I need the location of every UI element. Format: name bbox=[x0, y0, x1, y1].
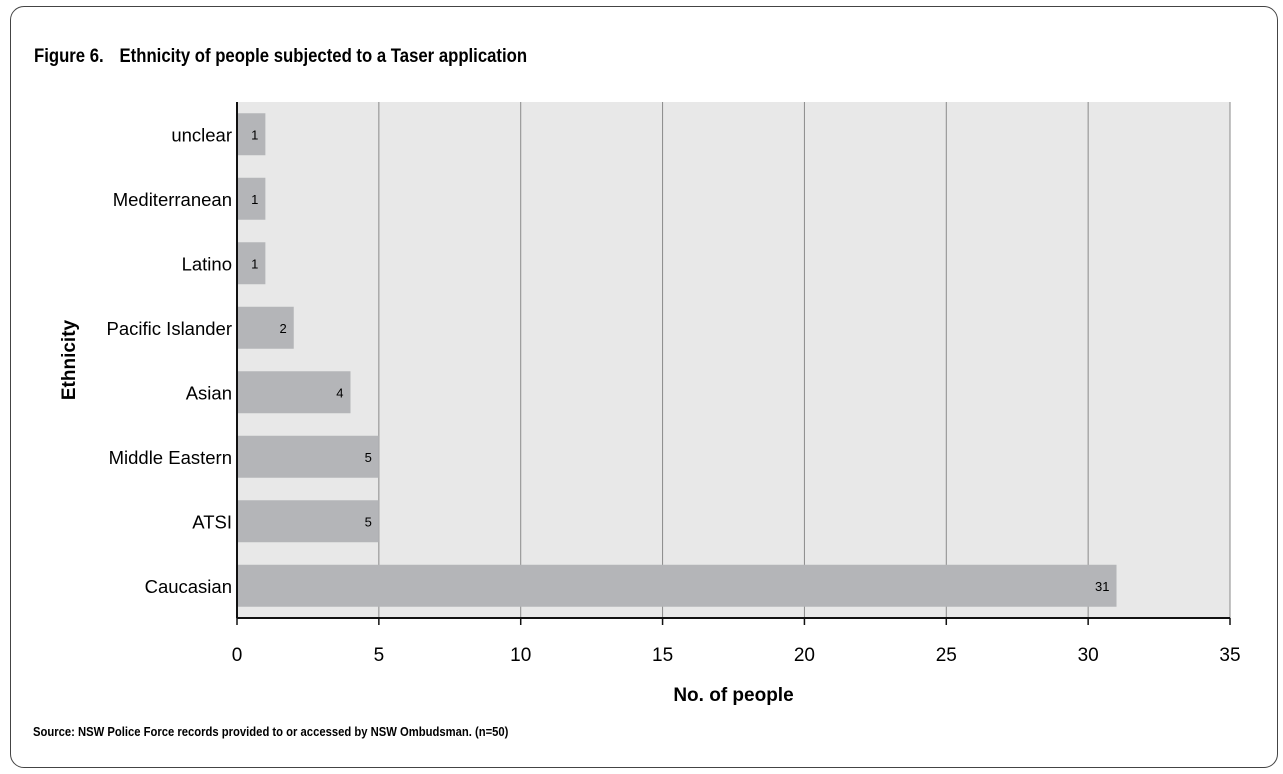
x-tick-label: 15 bbox=[652, 645, 673, 666]
y-tick-label: Pacific Islander bbox=[107, 318, 232, 339]
bar bbox=[237, 242, 266, 285]
bar bbox=[237, 177, 266, 220]
y-tick-label: Asian bbox=[186, 382, 232, 403]
y-tick-label: Mediterranean bbox=[113, 189, 232, 210]
x-axis-title: No. of people bbox=[673, 685, 793, 706]
bar bbox=[237, 306, 294, 349]
bar bbox=[237, 500, 379, 543]
y-axis-title: Ethnicity bbox=[59, 319, 80, 400]
x-tick-label: 20 bbox=[794, 645, 815, 666]
x-tick-label: 10 bbox=[510, 645, 531, 666]
y-tick-label: Latino bbox=[182, 253, 232, 274]
x-tick-label: 0 bbox=[232, 645, 243, 666]
data-label: 4 bbox=[336, 385, 343, 400]
data-label: 5 bbox=[365, 514, 372, 529]
y-tick-label: unclear bbox=[171, 124, 232, 145]
bar bbox=[237, 113, 266, 156]
bar bbox=[237, 435, 379, 478]
figure-frame bbox=[10, 6, 1278, 768]
figure-title-text: Ethnicity of people subjected to a Taser… bbox=[119, 46, 528, 67]
source-note: Source: NSW Police Force records provide… bbox=[33, 725, 509, 739]
data-label: 31 bbox=[1095, 579, 1109, 594]
data-label: 2 bbox=[280, 321, 287, 336]
data-label: 1 bbox=[251, 192, 258, 207]
y-tick-label: Middle Eastern bbox=[109, 447, 232, 468]
y-tick-label: Caucasian bbox=[145, 576, 232, 597]
x-tick-label: 35 bbox=[1219, 645, 1240, 666]
data-label: 1 bbox=[251, 127, 258, 142]
data-label: 1 bbox=[251, 256, 258, 271]
bar bbox=[237, 371, 351, 414]
y-tick-label: ATSI bbox=[192, 511, 232, 532]
x-tick-label: 5 bbox=[374, 645, 385, 666]
figure-number: Figure 6. bbox=[34, 46, 104, 67]
x-tick-label: 30 bbox=[1078, 645, 1099, 666]
figure-title: Figure 6. Ethnicity of people subjected t… bbox=[34, 46, 527, 68]
x-tick-label: 25 bbox=[936, 645, 957, 666]
data-label: 5 bbox=[365, 450, 372, 465]
bar bbox=[237, 564, 1117, 607]
plot-area bbox=[237, 102, 1230, 618]
